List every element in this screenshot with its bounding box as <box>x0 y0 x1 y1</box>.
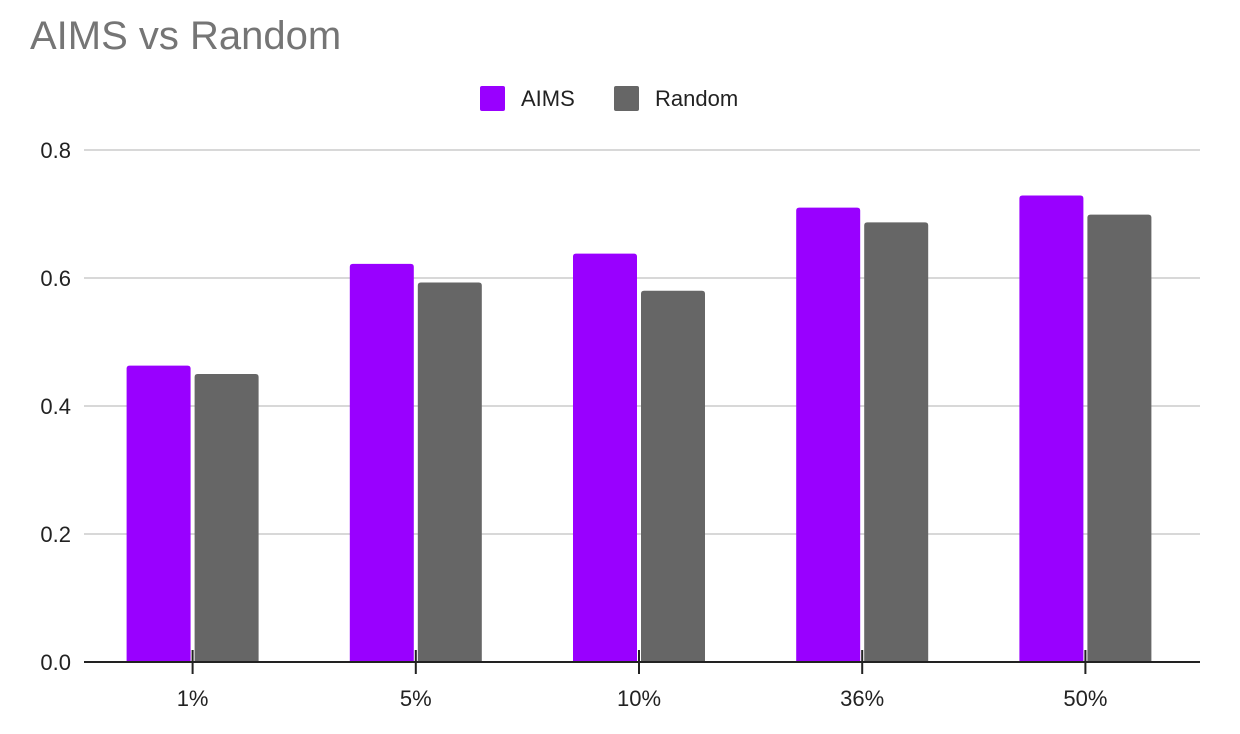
legend-swatch-aims <box>480 86 505 111</box>
bars <box>126 195 1152 662</box>
x-tick-label: 5% <box>400 686 432 711</box>
bar-random-10 <box>641 290 705 662</box>
x-tick-label: 1% <box>177 686 209 711</box>
x-tick-label: 10% <box>617 686 661 711</box>
x-axis <box>84 650 1200 674</box>
legend-label-random: Random <box>655 86 738 111</box>
bar-random-36 <box>864 222 929 662</box>
bar-random-1 <box>194 374 259 662</box>
legend-label-aims: AIMS <box>521 86 575 111</box>
y-tick-label: 0.4 <box>40 394 71 419</box>
bar-aims-50 <box>1019 195 1084 662</box>
y-axis-tick-labels: 0.0 0.2 0.4 0.6 0.8 <box>40 138 71 675</box>
bar-aims-36 <box>796 207 861 662</box>
legend-swatch-random <box>614 86 639 111</box>
y-tick-label: 0.0 <box>40 650 71 675</box>
bar-aims-10 <box>573 253 637 662</box>
y-tick-label: 0.6 <box>40 266 71 291</box>
bar-random-5 <box>417 282 482 662</box>
chart-title: AIMS vs Random <box>30 14 342 58</box>
y-tick-label: 0.2 <box>40 522 71 547</box>
x-tick-label: 50% <box>1063 686 1107 711</box>
x-tick-label: 36% <box>840 686 884 711</box>
y-tick-label: 0.8 <box>40 138 71 163</box>
bar-aims-1 <box>126 365 191 662</box>
bar-aims-5 <box>349 263 414 662</box>
bar-random-50 <box>1087 214 1152 662</box>
x-axis-tick-labels: 1% 5% 10% 36% 50% <box>177 686 1108 711</box>
legend: AIMS Random <box>480 86 738 111</box>
